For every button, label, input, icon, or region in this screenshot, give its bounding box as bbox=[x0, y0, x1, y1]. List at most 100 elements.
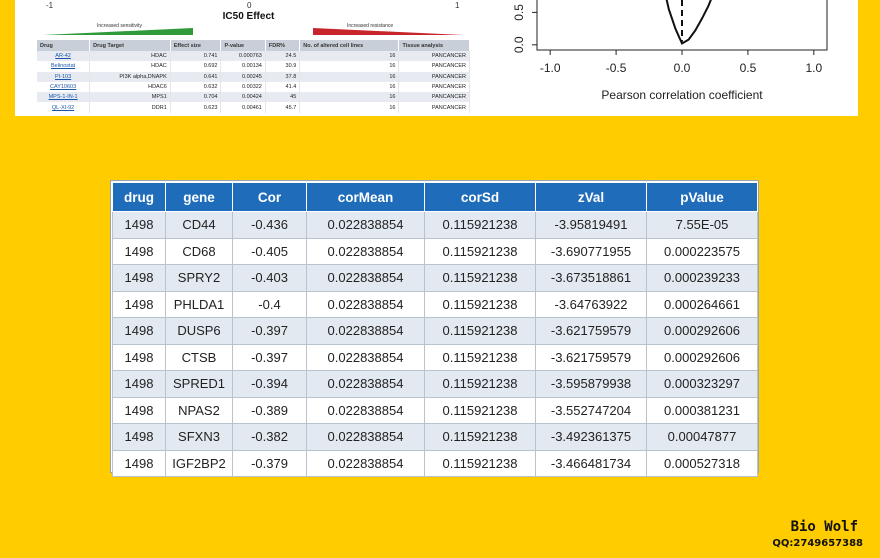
increased-sensitivity-label: Increased sensitivity bbox=[97, 23, 143, 29]
cell-zval: -3.64763922 bbox=[535, 290, 647, 318]
ic50-cell: PANCANCER bbox=[398, 71, 470, 82]
ic50-cell: 16 bbox=[299, 81, 400, 93]
cell-corsd: 0.115921238 bbox=[424, 264, 536, 292]
results-table-header: drug gene Cor corMean corSd zVal pValue bbox=[112, 182, 758, 212]
cell-cormean: 0.022838854 bbox=[306, 264, 425, 292]
ic50-cell: DDR1 bbox=[89, 102, 171, 113]
ic50-table-row: Belinostat HDAC 0.692 0.00134 30.9 16 PANCANCE… bbox=[37, 61, 470, 72]
cell-zval: -3.466481734 bbox=[535, 449, 647, 477]
cell-cor: -0.394 bbox=[232, 370, 307, 398]
cell-pvalue: 0.000239233 bbox=[646, 264, 758, 292]
column-header-zval: zVal bbox=[535, 182, 647, 212]
cell-gene: CTSB bbox=[165, 343, 233, 371]
cell-gene: SPRED1 bbox=[165, 370, 233, 398]
cell-drug: 1498 bbox=[112, 343, 166, 371]
ic50-results-table: Drug Drug Target Effect size P-value FDR% No.… bbox=[37, 40, 470, 113]
y-tick-label: 0.0 bbox=[512, 36, 526, 53]
cell-drug: 1498 bbox=[112, 370, 166, 398]
ic50-cell: 37.8 bbox=[265, 71, 301, 82]
cell-pvalue: 7.55E-05 bbox=[646, 211, 758, 239]
drug-link[interactable]: QL-XI-92 bbox=[37, 102, 91, 113]
ic50-cell: 16 bbox=[299, 51, 400, 62]
table-row: 1498 CTSB -0.397 0.022838854 0.115921238 -3.6… bbox=[112, 343, 758, 371]
x-tick-label: -0.5 bbox=[606, 61, 627, 75]
correlation-results-table-container: drug gene Cor corMean corSd zVal pValue 1498 CD… bbox=[110, 180, 759, 477]
ic50-cell: HDAC bbox=[89, 51, 171, 62]
x-axis-label: Pearson correlation coefficient bbox=[601, 88, 763, 102]
increased-resistance-label: Increased resistance bbox=[347, 23, 394, 29]
table-row: 1498 IGF2BP2 -0.379 0.022838854 0.115921238-… bbox=[112, 449, 758, 477]
cell-zval: -3.552747204 bbox=[535, 396, 647, 424]
ic50-cell: 24.5 bbox=[265, 51, 301, 62]
cell-drug: 1498 bbox=[112, 264, 166, 292]
ic50-table-row: MPS-1-IN-1 MPS1 0.704 0.00424 45 16 PANCANCER bbox=[37, 92, 470, 103]
cell-drug: 1498 bbox=[112, 317, 166, 345]
ic50-cell: 0.000763 bbox=[220, 51, 266, 62]
cell-zval: -3.690771955 bbox=[535, 237, 647, 265]
y-tick-label: 0.5 bbox=[512, 4, 526, 21]
ic50-cell: 45 bbox=[265, 92, 301, 103]
cell-gene: SPRY2 bbox=[165, 264, 233, 292]
cell-pvalue: 0.00047877 bbox=[646, 423, 758, 451]
ic50-axis-right: 1 bbox=[455, 1, 460, 10]
density-curve bbox=[665, 0, 712, 45]
ic50-col-header: Effect size bbox=[170, 40, 222, 51]
table-row: 1498 CD68 -0.405 0.022838854 0.115921238 -3.6… bbox=[112, 237, 758, 265]
cell-drug: 1498 bbox=[112, 211, 166, 239]
cell-cor: -0.397 bbox=[232, 317, 307, 345]
x-tick-label: 0.0 bbox=[674, 61, 691, 75]
cell-gene: DUSP6 bbox=[165, 317, 233, 345]
cell-cor: -0.397 bbox=[232, 343, 307, 371]
cell-corsd: 0.115921238 bbox=[424, 370, 536, 398]
cell-corsd: 0.115921238 bbox=[424, 343, 536, 371]
cell-cormean: 0.022838854 bbox=[306, 396, 425, 424]
correlation-plot: -1.0 -0.5 0.0 0.5 1.0 0.5 0.0 Pearson correlati… bbox=[512, 0, 828, 102]
cell-gene: PHLDA1 bbox=[165, 290, 233, 318]
cell-zval: -3.492361375 bbox=[535, 423, 647, 451]
table-row: 1498 CD44 -0.436 0.022838854 0.115921238 -3.9… bbox=[112, 211, 758, 239]
cell-cor: -0.4 bbox=[232, 290, 307, 318]
cell-pvalue: 0.000381231 bbox=[646, 396, 758, 424]
ic50-col-header: FDR% bbox=[265, 40, 301, 51]
cell-cormean: 0.022838854 bbox=[306, 237, 425, 265]
correlation-scatter-panel: -1.0 -0.5 0.0 0.5 1.0 0.5 0.0 Pearson correlati… bbox=[482, 0, 858, 116]
column-header-pvalue: pValue bbox=[646, 182, 758, 212]
cell-zval: -3.95819491 bbox=[535, 211, 647, 239]
cell-drug: 1498 bbox=[112, 396, 166, 424]
ic50-cell: 16 bbox=[299, 61, 400, 72]
drug-link[interactable]: AR-42 bbox=[37, 51, 91, 62]
cell-cor: -0.382 bbox=[232, 423, 307, 451]
column-header-cor: Cor bbox=[232, 182, 307, 212]
ic50-table-row: QL-XI-92 DDR1 0.623 0.00461 45.7 16 PANCANCER bbox=[37, 102, 470, 113]
cell-drug: 1498 bbox=[112, 423, 166, 451]
ic50-table-row: AR-42 HDAC 0.741 0.000763 24.5 16 PANCANCER bbox=[37, 51, 470, 62]
ic50-table-row: PI-103 PI3K alpha,DNAPK 0.641 0.00245 37.8 16… bbox=[37, 71, 470, 82]
drug-link[interactable]: CAY10603 bbox=[37, 81, 91, 93]
column-header-corsd: corSd bbox=[424, 182, 536, 212]
ic50-cell: 30.9 bbox=[265, 61, 301, 72]
ic50-cell: 0.641 bbox=[170, 71, 222, 82]
ic50-cell: PANCANCER bbox=[398, 102, 470, 113]
cell-pvalue: 0.000264661 bbox=[646, 290, 758, 318]
drug-link[interactable]: PI-103 bbox=[37, 71, 91, 82]
ic50-col-header: Drug Target bbox=[89, 40, 171, 51]
ic50-col-header: Drug bbox=[37, 40, 91, 51]
column-header-cormean: corMean bbox=[306, 182, 425, 212]
cell-cormean: 0.022838854 bbox=[306, 317, 425, 345]
cell-corsd: 0.115921238 bbox=[424, 211, 536, 239]
x-tick-label: 1.0 bbox=[805, 61, 822, 75]
ic50-cell: 0.00134 bbox=[220, 61, 266, 72]
ic50-cell: 0.00461 bbox=[220, 102, 266, 113]
cell-cor: -0.389 bbox=[232, 396, 307, 424]
ic50-cell: PANCANCER bbox=[398, 61, 470, 72]
ic50-effect-panel: -1 0 1 IC50 Effect Increased sensitivity… bbox=[15, 0, 482, 116]
ic50-cell: PANCANCER bbox=[398, 92, 470, 103]
cell-cormean: 0.022838854 bbox=[306, 290, 425, 318]
ic50-cell: 0.00322 bbox=[220, 81, 266, 93]
ic50-cell: PI3K alpha,DNAPK bbox=[89, 71, 171, 82]
ic50-cell: 16 bbox=[299, 92, 400, 103]
drug-link[interactable]: Belinostat bbox=[37, 61, 91, 72]
table-row: 1498 PHLDA1 -0.4 0.022838854 0.115921238 -3.6… bbox=[112, 290, 758, 318]
drug-link[interactable]: MPS-1-IN-1 bbox=[37, 92, 91, 103]
cell-corsd: 0.115921238 bbox=[424, 396, 536, 424]
